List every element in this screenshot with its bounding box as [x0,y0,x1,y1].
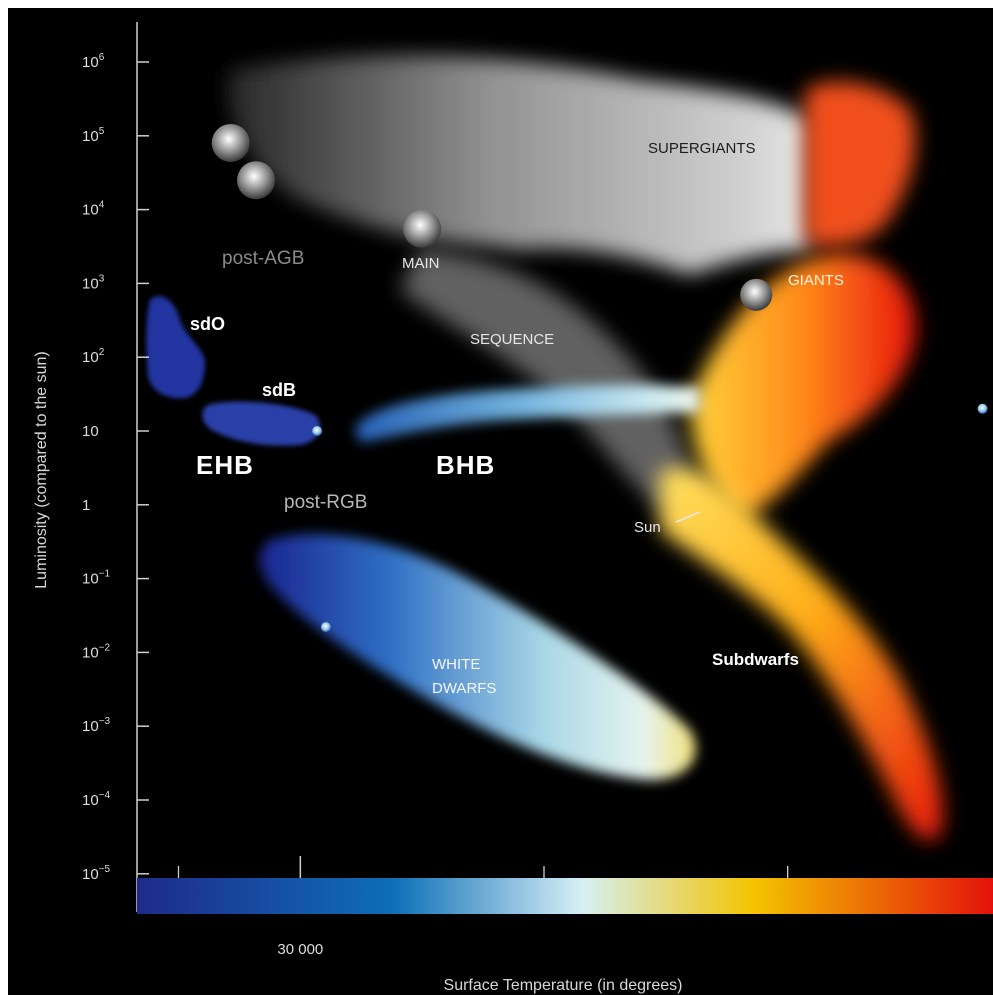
ehb-region [202,401,320,446]
label-subdwarfs: Subdwarfs [712,650,799,669]
y-tick-label: 102 [82,347,105,366]
y-tick-label: 10−3 [82,716,111,735]
stars [211,123,988,633]
y-tick-label: 10−5 [82,864,111,883]
label-giants: GIANTS [788,272,844,289]
giants-region [690,253,916,520]
x-tick-label: 30 000 [277,941,323,958]
y-tick-label: 10−4 [82,790,111,809]
label-post-agb: post-AGB [222,248,304,269]
white-dwarf-star [320,622,331,633]
sdo-region [146,296,205,399]
label-sequence: SEQUENCE [470,331,554,348]
label-sun: Sun [634,519,661,536]
regions [146,55,943,841]
temperature-colorbar [137,878,993,914]
y-tick-label: 10−1 [82,569,111,588]
label-ehb: EHB [196,450,254,480]
y-tick-label: 10−2 [82,642,111,661]
y-tick-label: 106 [82,52,105,71]
white-dwarf-region [259,534,696,780]
red-supergiant-region [805,81,916,247]
label-dwarfs: DWARFS [432,680,496,697]
y-axis-label: Luminosity (compared to the sun) [33,351,50,588]
main-sequence-star [237,161,276,200]
supergiant-region [228,55,810,275]
sun-pointer [675,511,701,523]
y-tick-label: 104 [82,200,105,219]
hot-subdwarf-star [312,426,323,436]
y-tick-label: 10 [82,423,99,440]
main-sequence-star [403,209,442,248]
label-white: WHITE [432,656,480,673]
label-bhb: BHB [436,450,495,480]
label-post-rgb: post-RGB [284,492,367,513]
main-sequence-star [211,123,250,162]
label-main: MAIN [402,255,440,272]
hot-subdwarf-star [977,403,988,414]
y-tick-label: 105 [82,126,105,145]
bhb-region [355,385,700,442]
region-labels: SUPERGIANTS GIANTS post-AGB MAIN SEQUENC… [190,140,844,697]
x-axis-label: Surface Temperature (in degrees) [444,977,683,994]
lower-main-sequence-region [660,468,943,841]
y-tick-label: 103 [82,273,105,292]
x-axis-ticks: 30 00010 0006 0003 000 [177,856,789,958]
label-sdo: sdO [190,314,225,334]
main-sequence-grey-region [400,250,700,510]
label-sdb: sdB [262,380,296,400]
label-supergiants: SUPERGIANTS [648,140,756,157]
main-sequence-star [740,278,773,311]
y-tick-label: 1 [82,497,90,514]
